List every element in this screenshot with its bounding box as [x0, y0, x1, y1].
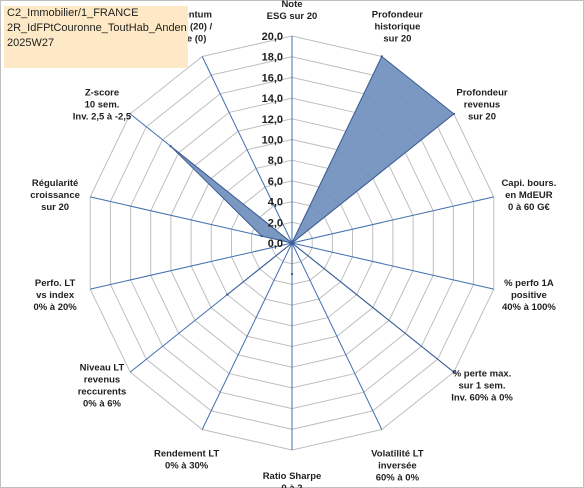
axis-label-7-line-1: 0 à 2 [281, 483, 302, 488]
axis-label-12-line-0: Z-score [85, 88, 119, 99]
data-point-12 [169, 145, 172, 148]
axis-spoke-10 [90, 242, 293, 290]
axis-label-9-line-1: revenus [84, 374, 120, 385]
chart-title-box: C2_Immobilier/1_FRANCE 2R_IdFPtCouronne_… [4, 6, 188, 68]
axis-label-0-line-0: Note [281, 0, 302, 10]
axis-label-1-line-2: sur 20 [383, 33, 411, 44]
tick-label-10: 20,0 [262, 31, 283, 43]
tick-label-8: 16,0 [262, 72, 283, 84]
tick-label-3: 6,0 [268, 176, 283, 188]
axis-label-11-line-2: sur 20 [41, 202, 69, 213]
axis-label-12-line-1: 10 sem. [85, 100, 120, 111]
axis-label-2-line-0: Profondeur [456, 88, 507, 99]
data-series-area [170, 55, 455, 373]
axis-label-4: % perfo 1A positive 40% à 100% [502, 278, 556, 313]
tick-label-4: 8,0 [268, 155, 283, 167]
axis-label-8: Rendement LT 0% à 30% [154, 449, 219, 472]
tick-label-5: 10,0 [262, 135, 283, 147]
data-point-2 [452, 112, 455, 116]
axis-label-8-line-1: 0% à 30% [165, 461, 209, 472]
axis-label-3-line-0: Capi. bours. [501, 178, 556, 189]
axis-label-4-line-2: 40% à 100% [502, 302, 556, 313]
data-point-13 [290, 241, 294, 245]
axis-label-9: Niveau LT revenus reccurents 0% à 6% [78, 362, 127, 409]
axis-label-5-line-1: sur 1 sem. [459, 380, 506, 391]
axis-label-0: Note ESG sur 20 [267, 0, 318, 22]
axis-label-12-line-2: Inv. 2,5 à -2,5 [73, 112, 132, 123]
axis-label-2-line-1: revenus [464, 100, 500, 111]
data-point-9 [226, 293, 229, 296]
axis-label-11-line-0: Régularité [32, 178, 78, 189]
tick-label-7: 14,0 [262, 93, 283, 105]
axis-label-10-line-2: 0% à 20% [33, 302, 77, 313]
axis-spoke-11 [90, 196, 293, 244]
axis-label-7-line-0: Ratio Sharpe [263, 471, 322, 482]
chart-title-line-1: C2_Immobilier/1_FRANCE [7, 7, 139, 19]
chart-title-line-2: 2R_IdFPtCouronne_ToutHab_Anden [7, 22, 187, 34]
axis-label-3-line-2: 0 à 60 G€ [508, 202, 550, 213]
tick-label-9: 18,0 [262, 52, 283, 64]
chart-title-line-3: 2025W27 [7, 37, 55, 49]
axis-label-2: Profondeur revenus sur 20 [456, 88, 507, 123]
tick-label-1: 2,0 [268, 217, 283, 229]
axis-label-3: Capi. bours. en MdEUR 0 à 60 G€ [501, 178, 556, 213]
axis-label-6-line-0: Volatilité LT [371, 449, 424, 460]
data-point-7 [290, 272, 294, 276]
axis-label-9-line-2: reccurents [78, 386, 127, 397]
axis-label-6-line-2: 60% à 0% [376, 473, 420, 484]
tick-label-2: 4,0 [268, 197, 283, 209]
axis-label-10-line-0: Perfo. LT [35, 278, 76, 289]
axis-spoke-8 [201, 242, 293, 430]
axis-label-9-line-3: 0% à 6% [83, 398, 122, 409]
tick-label-0: 0,0 [268, 238, 283, 250]
axis-label-12: Z-score 10 sem. Inv. 2,5 à -2,5 [73, 88, 132, 123]
data-point-5 [452, 370, 455, 374]
tick-label-6: 12,0 [262, 114, 283, 126]
axis-label-2-line-2: sur 20 [468, 112, 496, 123]
axis-label-1-line-1: historique [374, 21, 420, 32]
axis-spoke-4 [291, 242, 494, 290]
axis-label-1: Profondeur historique sur 20 [372, 9, 423, 44]
axis-spoke-6 [291, 242, 383, 430]
axis-label-6-line-1: inversée [378, 461, 417, 472]
axis-label-5-line-2: Inv. 60% à 0% [451, 392, 513, 403]
axis-spoke-3 [291, 196, 494, 244]
axis-label-11-line-1: croissance [30, 190, 80, 201]
axis-label-9-line-0: Niveau LT [80, 362, 125, 373]
axis-label-10-line-1: vs index [36, 290, 75, 301]
axis-label-1-line-0: Profondeur [372, 9, 423, 20]
axis-label-5: % perte max. sur 1 sem. Inv. 60% à 0% [451, 368, 513, 403]
data-point-1 [380, 55, 383, 58]
axis-label-4-line-1: positive [511, 290, 547, 301]
data-point-11 [260, 234, 263, 238]
axis-label-7: Ratio Sharpe0 à 2 [263, 471, 322, 488]
axis-spoke-13 [201, 56, 293, 244]
axis-label-4-line-0: % perfo 1A [504, 278, 554, 289]
axis-label-5-line-0: % perte max. [453, 368, 512, 379]
axis-label-0-line-1: ESG sur 20 [267, 11, 318, 22]
axis-label-8-line-0: Rendement LT [154, 449, 219, 460]
axis-label-6: Volatilité LT inversée 60% à 0% [371, 449, 424, 484]
axis-label-10: Perfo. LT vs index 0% à 20% [33, 278, 77, 313]
axis-label-11: Régularité croissance sur 20 [30, 178, 80, 213]
axis-label-3-line-1: en MdEUR [505, 190, 553, 201]
